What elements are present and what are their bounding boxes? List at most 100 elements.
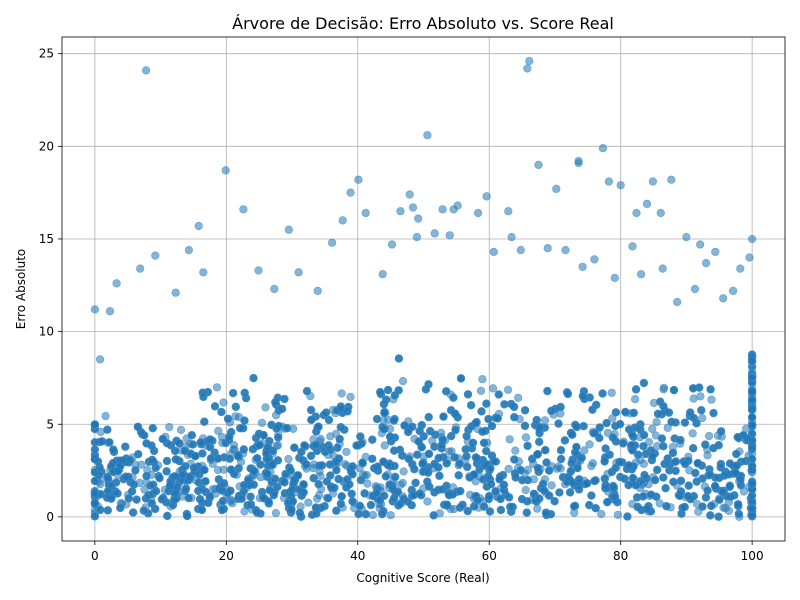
data-point: [664, 408, 674, 417]
data-point: [653, 465, 662, 474]
data-point: [485, 507, 495, 516]
data-point: [598, 144, 608, 153]
data-point: [380, 408, 389, 418]
data-point: [647, 490, 656, 499]
data-point: [560, 436, 570, 445]
data-point: [511, 446, 520, 455]
data-point: [239, 445, 248, 454]
data-point: [234, 464, 243, 473]
data-point: [368, 435, 377, 444]
data-point: [404, 427, 413, 437]
data-point: [90, 305, 99, 314]
data-point: [162, 456, 172, 466]
data-point: [418, 459, 427, 468]
data-point: [404, 454, 413, 464]
data-point: [747, 445, 757, 454]
data-point: [663, 423, 672, 432]
data-point: [480, 438, 489, 448]
data-point: [631, 385, 641, 394]
data-point: [698, 414, 707, 423]
data-point: [442, 387, 451, 396]
data-point: [314, 422, 323, 431]
data-point: [218, 497, 227, 506]
data-point: [676, 476, 686, 485]
data-point: [689, 414, 699, 423]
data-point: [600, 457, 609, 466]
data-point: [618, 439, 628, 448]
data-point: [628, 446, 637, 455]
data-point: [425, 482, 434, 491]
data-point: [680, 502, 689, 512]
data-point: [231, 412, 240, 421]
data-point: [273, 393, 282, 402]
data-point: [391, 472, 400, 482]
data-point: [246, 500, 256, 509]
data-point: [563, 389, 573, 399]
data-point: [175, 439, 184, 448]
data-point: [587, 491, 596, 500]
data-point: [609, 481, 618, 491]
data-point: [719, 503, 728, 512]
data-point: [656, 208, 665, 218]
data-point: [533, 450, 542, 459]
data-point: [361, 510, 371, 519]
data-point: [284, 455, 293, 464]
data-point: [714, 441, 723, 450]
data-point: [473, 496, 482, 505]
data-point: [632, 208, 641, 218]
data-point: [199, 392, 208, 402]
data-point: [701, 493, 711, 502]
data-point: [493, 414, 502, 423]
data-point: [299, 480, 308, 489]
data-point: [390, 446, 399, 455]
data-point: [669, 386, 679, 395]
data-point: [633, 502, 642, 512]
data-point: [180, 446, 189, 455]
data-point: [598, 389, 607, 398]
data-point: [165, 481, 174, 490]
data-point: [90, 498, 99, 507]
data-point: [248, 445, 257, 454]
data-point: [356, 476, 366, 485]
data-point: [189, 463, 199, 473]
data-point: [602, 419, 611, 428]
data-point: [455, 459, 464, 468]
data-point: [514, 393, 523, 402]
data-point: [639, 442, 648, 451]
data-point: [373, 414, 382, 424]
data-point: [469, 470, 479, 479]
data-point: [733, 500, 743, 509]
data-point: [225, 432, 234, 441]
data-point: [158, 434, 167, 444]
data-point: [437, 440, 446, 450]
data-point: [102, 493, 112, 502]
data-point: [595, 433, 604, 443]
data-point: [588, 459, 598, 468]
data-point: [703, 451, 712, 460]
data-point: [171, 288, 180, 297]
data-point: [109, 445, 118, 454]
data-point: [495, 475, 504, 484]
data-point: [195, 495, 205, 504]
data-point: [430, 229, 439, 238]
data-point: [334, 454, 344, 463]
data-point: [205, 492, 214, 501]
data-point: [151, 504, 160, 514]
data-point: [479, 475, 488, 484]
data-point: [228, 499, 237, 508]
data-point: [424, 449, 434, 459]
data-point: [147, 441, 156, 450]
data-point: [206, 435, 215, 444]
data-point: [379, 400, 389, 409]
data-point: [184, 246, 193, 255]
data-point: [732, 449, 741, 459]
data-point: [171, 455, 180, 464]
data-point: [449, 205, 458, 214]
data-point: [348, 497, 357, 506]
data-point: [653, 409, 663, 418]
data-point: [616, 181, 625, 190]
y-tick-label: 25: [39, 47, 54, 61]
data-point: [324, 441, 333, 450]
data-point: [447, 432, 456, 441]
